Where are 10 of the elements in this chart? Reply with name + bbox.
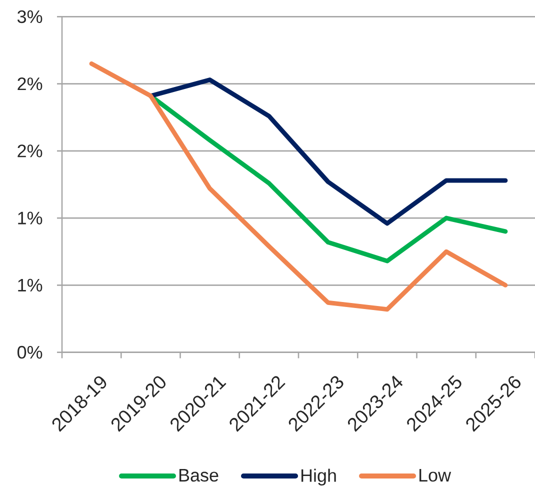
legend-label: Low (419, 469, 452, 482)
y-tick-label: 3% (17, 10, 42, 24)
y-tick-label: 0% (17, 346, 42, 359)
legend-label: High (301, 468, 336, 486)
line-series (89, 61, 508, 312)
y-tick-label: 2% (18, 77, 42, 90)
y-tick-label: 2% (18, 144, 42, 158)
y-tick-label: 1% (18, 212, 42, 224)
legend-label: Base (179, 469, 218, 482)
y-tick-label: 1% (18, 278, 42, 292)
